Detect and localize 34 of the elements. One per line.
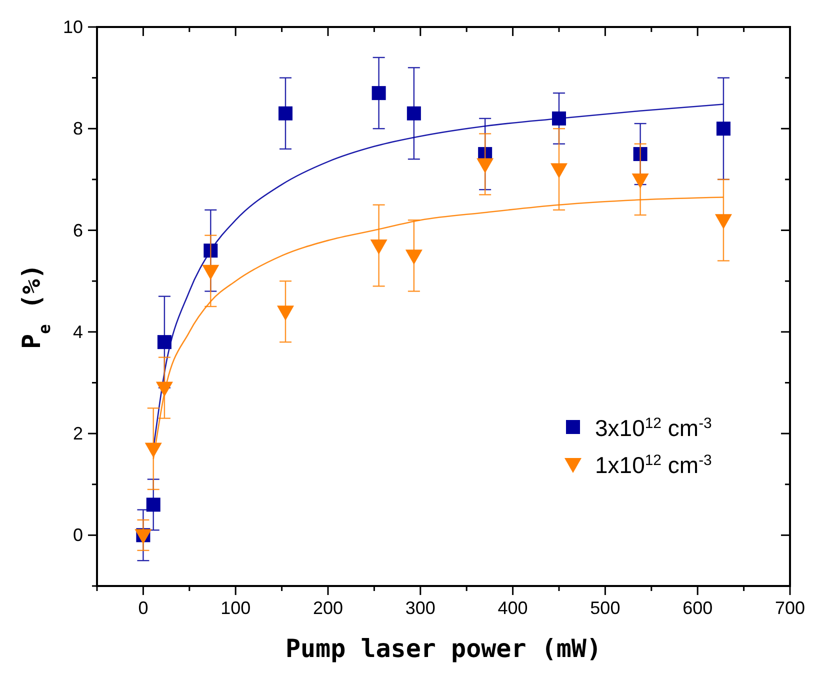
- point: [632, 173, 649, 188]
- legend-label: 3x10$^{12}$ cm$^{-3}$: [595, 414, 712, 441]
- x-tick-label: 700: [774, 598, 806, 618]
- point: [157, 335, 172, 350]
- point: [716, 122, 730, 136]
- x-tick-label: 600: [682, 598, 713, 618]
- y-tick-label: 6: [72, 220, 83, 240]
- x-tick-label: 100: [220, 598, 251, 618]
- x-tick-label: 0: [138, 598, 148, 618]
- x-axis-title: Pump laser power (mW): [285, 634, 602, 663]
- point: [156, 382, 173, 397]
- y-tick-label: 10: [62, 17, 83, 37]
- point: [406, 106, 421, 120]
- x-tick-label: 500: [590, 598, 620, 618]
- x-tick-label: 300: [405, 598, 436, 618]
- y-tick-label: 2: [72, 424, 83, 444]
- point: [144, 442, 162, 458]
- point: [372, 86, 386, 100]
- x-tick-label: 400: [498, 598, 528, 618]
- point: [278, 106, 292, 120]
- point: [405, 250, 422, 265]
- y-tick-label: 4: [72, 322, 83, 342]
- point: [552, 111, 566, 126]
- point: [202, 264, 220, 280]
- point: [714, 214, 732, 230]
- x-tick-label: 200: [312, 598, 344, 618]
- point: [550, 163, 568, 178]
- point: [476, 158, 494, 174]
- point: [370, 240, 388, 255]
- y-tick-label: 8: [72, 118, 83, 139]
- point: [276, 306, 294, 321]
- point: [146, 498, 160, 512]
- y-tick-label: 0: [72, 525, 83, 546]
- legend-label: 1x10$^{12}$ cm$^{-3}$: [595, 452, 712, 478]
